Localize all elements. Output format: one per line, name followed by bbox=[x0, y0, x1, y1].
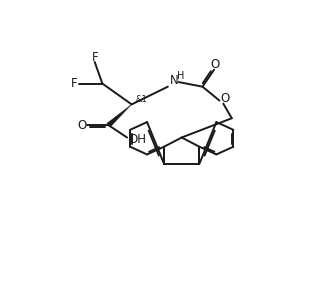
Text: &1: &1 bbox=[135, 95, 147, 104]
Text: O: O bbox=[77, 119, 86, 132]
Text: N: N bbox=[170, 74, 178, 87]
Text: F: F bbox=[71, 77, 77, 90]
Polygon shape bbox=[107, 104, 132, 127]
Text: O: O bbox=[210, 58, 220, 71]
Text: H: H bbox=[177, 71, 185, 81]
Text: O: O bbox=[220, 92, 229, 106]
Text: OH: OH bbox=[129, 133, 147, 146]
Text: F: F bbox=[92, 51, 98, 64]
